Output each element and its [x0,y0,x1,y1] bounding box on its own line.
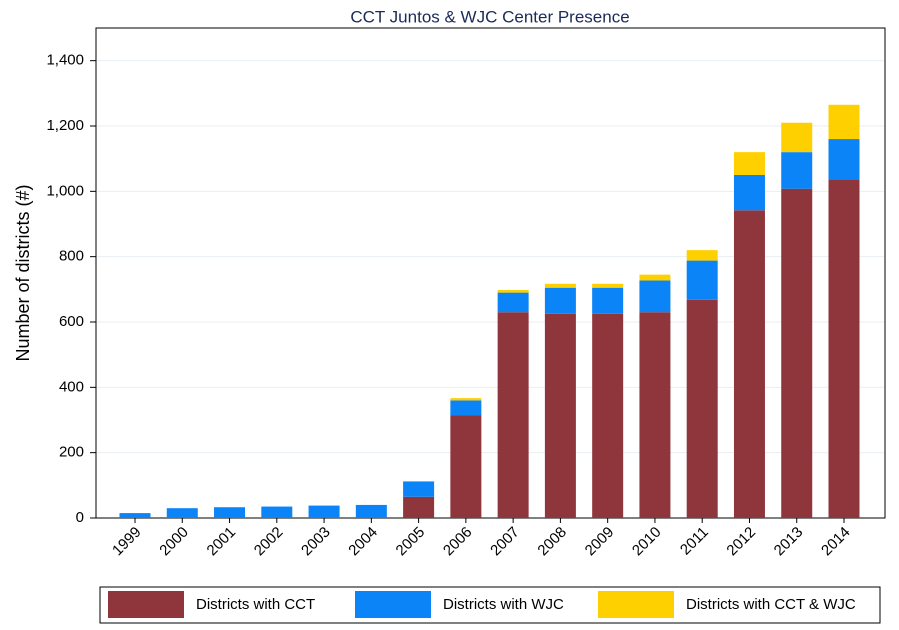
bar-segment [544,313,576,518]
bar-segment [119,513,151,518]
bar-segment [450,398,482,401]
x-tick-label: 2014 [818,524,854,560]
bar-segment [781,152,813,189]
x-tick-label: 2001 [204,524,240,560]
x-tick-label: 2003 [298,524,334,560]
x-tick-label: 2009 [582,524,618,560]
bar-segment [686,250,718,261]
x-tick-label: 2000 [156,524,192,560]
x-tick-label: 2005 [393,524,429,560]
x-tick-label: 1999 [109,524,145,560]
legend-label: Districts with CCT & WJC [686,596,856,613]
bar-segment [450,415,482,518]
bar-segment [639,274,671,281]
bar-segment [166,508,198,518]
y-tick-label: 0 [76,509,84,526]
bar-segment [733,175,765,211]
y-tick-label: 400 [59,378,84,395]
bar-segment [403,496,435,518]
bar-segment [497,292,529,313]
bar-segment [592,313,624,518]
chart-title: CCT Juntos & WJC Center Presence [350,7,629,26]
bar-segment [544,287,576,314]
y-axis-title: Number of districts (#) [13,184,33,361]
bar-segment [686,299,718,518]
bar-segment [403,481,435,497]
bar-segment [497,289,529,293]
bar-segment [781,122,813,153]
bar-segment [497,312,529,518]
y-tick-label: 1,400 [46,52,84,69]
legend-box [99,586,881,624]
legend-swatch [108,591,184,618]
y-tick-label: 600 [59,313,84,330]
bar-segment [828,139,860,180]
bar-segment [592,287,624,314]
x-tick-label: 2002 [251,524,287,560]
x-tick-label: 2004 [345,524,381,560]
y-tick-label: 1,200 [46,117,84,134]
x-tick-label: 2013 [771,524,807,560]
x-tick-label: 2010 [629,524,665,560]
x-tick-label: 2007 [487,524,523,560]
bar-segment [544,283,576,288]
x-tick-label: 2008 [534,524,570,560]
bar-segment [308,505,340,518]
bar-segment [355,504,387,518]
bar-segment [639,280,671,313]
x-tick-label: 2011 [677,524,712,559]
legend-swatch [355,591,431,618]
bar-segment [214,507,246,518]
bar-segment [733,210,765,518]
bar-segment [592,283,624,288]
y-tick-label: 800 [59,248,84,265]
bar-segment [828,179,860,518]
x-tick-label: 2006 [440,524,476,560]
bar-segment [450,400,482,416]
plot-frame [95,27,886,519]
bar-segment [828,104,860,140]
legend-label: Districts with WJC [443,596,564,613]
legend-swatch [598,591,674,618]
bar-segment [686,260,718,300]
bar-segment [639,312,671,518]
y-tick-label: 200 [59,444,84,461]
bar-segment [781,188,813,518]
bar-segment [733,152,765,175]
bar-segment [261,506,293,518]
legend-label: Districts with CCT [196,596,315,613]
y-tick-label: 1,000 [46,182,84,199]
x-tick-label: 2012 [723,524,759,560]
